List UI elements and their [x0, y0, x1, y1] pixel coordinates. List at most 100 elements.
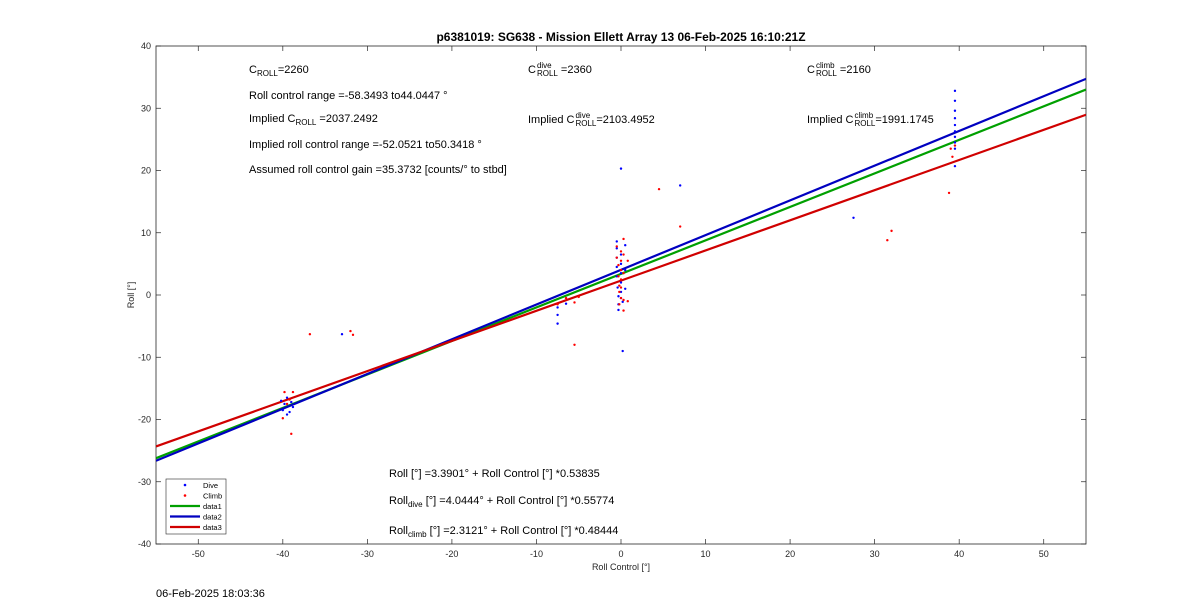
legend-label-data3: data3 [203, 523, 222, 532]
point-climb [619, 278, 623, 281]
point-dive [678, 184, 682, 187]
point-climb [947, 191, 951, 195]
x-tick-label: 50 [1039, 549, 1049, 559]
annotation-roll-range: Roll control range =-58.3493 to44.0447 ° [249, 90, 448, 102]
point-dive [279, 399, 283, 403]
point-climb [626, 300, 629, 303]
point-climb [657, 187, 661, 191]
point-climb [615, 256, 618, 259]
legend-label-dive: Dive [203, 481, 218, 490]
point-climb [577, 295, 580, 299]
point-dive [283, 402, 286, 406]
point-climb [619, 250, 623, 253]
x-tick-label: -30 [361, 549, 374, 559]
point-dive [285, 396, 289, 399]
point-climb [622, 309, 625, 312]
x-tick-label: -50 [192, 549, 205, 559]
legend-label-data2: data2 [203, 513, 222, 522]
point-climb [573, 301, 576, 304]
legend-marker-climb [183, 494, 187, 497]
point-dive [616, 286, 619, 289]
point-dive [619, 262, 623, 266]
x-tick-label: 20 [785, 549, 795, 559]
point-climb [615, 245, 618, 248]
legend-label-climb: Climb [203, 492, 222, 501]
point-climb [617, 263, 620, 267]
y-tick-label: -40 [138, 539, 151, 549]
point-climb [622, 253, 625, 256]
point-dive [852, 216, 855, 220]
y-tick-label: 10 [141, 228, 151, 238]
point-dive [953, 135, 957, 139]
point-dive [953, 147, 957, 150]
y-tick-label: -20 [138, 415, 151, 425]
point-dive [624, 287, 627, 290]
footer-timestamp: 06-Feb-2025 18:03:36 [156, 588, 265, 600]
point-climb [626, 259, 629, 262]
point-dive [953, 123, 957, 127]
x-tick-label: -10 [530, 549, 543, 559]
legend-label-data1: data1 [203, 502, 222, 511]
data-points [279, 89, 957, 436]
point-climb [290, 432, 293, 436]
point-dive [621, 300, 624, 304]
point-climb [619, 259, 623, 262]
y-tick-label: -10 [138, 352, 151, 362]
point-dive [953, 117, 957, 120]
legend-marker-dive [183, 483, 187, 487]
point-climb [349, 329, 352, 333]
point-climb [618, 284, 621, 287]
point-dive [615, 240, 618, 243]
annotation-croll: CROLL=2260 [249, 64, 309, 79]
annotation-implied-croll: Implied CROLL =2037.2492 [249, 113, 378, 128]
point-dive [953, 89, 957, 93]
point-climb [618, 303, 621, 306]
point-dive [615, 265, 618, 269]
x-tick-label: 10 [701, 549, 711, 559]
y-tick-label: -30 [138, 477, 151, 487]
chart-title: p6381019: SG638 - Mission Ellett Array 1… [436, 30, 805, 44]
point-climb [890, 229, 893, 233]
point-climb [619, 296, 623, 300]
point-dive [621, 349, 624, 353]
x-axis-label: Roll Control [°] [592, 562, 650, 572]
y-tick-label: 0 [146, 290, 151, 300]
point-climb [618, 290, 621, 294]
y-tick-label: 20 [141, 166, 151, 176]
point-dive [615, 247, 618, 250]
annotation-fit-climb: Rollclimb [°] =2.3121° + Roll Control [°… [389, 525, 619, 540]
point-dive [617, 295, 620, 298]
x-tick-label: 30 [870, 549, 880, 559]
point-climb [622, 272, 625, 275]
annotation-gain: Assumed roll control gain =35.3732 [coun… [249, 164, 507, 176]
x-tick-label: 40 [954, 549, 964, 559]
point-dive [564, 302, 568, 305]
point-dive [285, 413, 289, 416]
point-climb [556, 303, 559, 306]
point-dive [953, 130, 957, 133]
point-dive [619, 167, 623, 170]
point-dive [953, 99, 957, 102]
point-dive [619, 253, 623, 256]
point-climb [949, 147, 952, 150]
y-axis-label: Roll [°] [126, 282, 136, 309]
y-tick-label: 30 [141, 103, 151, 113]
point-dive [615, 275, 618, 278]
point-climb [886, 239, 889, 242]
point-dive [619, 281, 623, 284]
point-climb [308, 333, 312, 336]
point-climb [619, 286, 623, 289]
point-climb [564, 296, 568, 300]
point-dive [340, 333, 344, 336]
point-climb [281, 417, 285, 420]
x-tick-label: -40 [276, 549, 289, 559]
point-dive [556, 322, 559, 325]
point-dive [288, 410, 291, 414]
point-climb [283, 390, 286, 394]
x-axis-ticks: -50 -40 -30 -20 -10 0 10 20 30 40 50 [192, 46, 1049, 559]
